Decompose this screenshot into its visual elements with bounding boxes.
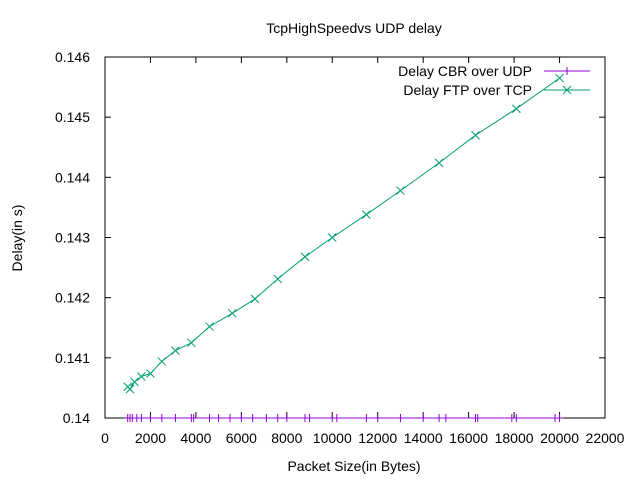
data-point bbox=[137, 372, 146, 381]
data-point bbox=[237, 414, 246, 422]
data-point bbox=[282, 414, 291, 422]
x-tick-label: 12000 bbox=[358, 430, 397, 446]
data-point bbox=[305, 414, 314, 422]
data-point bbox=[512, 104, 521, 114]
x-tick-label: 6000 bbox=[226, 430, 257, 446]
data-point bbox=[157, 357, 167, 366]
data-point bbox=[250, 294, 260, 304]
data-point bbox=[262, 414, 271, 422]
data-point bbox=[189, 414, 198, 422]
x-tick-label: 10000 bbox=[313, 430, 352, 446]
legend-label: Delay CBR over UDP bbox=[398, 63, 532, 79]
axis-ticks: 0 2000 4000 6000 8000 10000 12000 14000 16000 180… bbox=[55, 49, 625, 446]
y-tick-label: 0.146 bbox=[55, 49, 90, 65]
series-line bbox=[127, 77, 560, 390]
y-axis-label: Delay(in s) bbox=[9, 205, 25, 272]
x-tick-label: 2000 bbox=[135, 430, 166, 446]
data-point bbox=[332, 414, 341, 422]
legend-marker bbox=[563, 67, 571, 75]
x-tick-label: 18000 bbox=[495, 430, 534, 446]
data-point bbox=[205, 322, 214, 331]
data-point bbox=[362, 210, 371, 219]
x-tick-label: 8000 bbox=[271, 430, 302, 446]
data-point bbox=[362, 414, 371, 422]
data-point bbox=[396, 186, 405, 195]
y-tick-label: 0.143 bbox=[55, 230, 90, 246]
x-tick-label: 20000 bbox=[540, 430, 579, 446]
data-point bbox=[555, 414, 564, 422]
data-point bbox=[248, 414, 257, 422]
legend: Delay CBR over UDP Delay FTP over TCP bbox=[398, 63, 590, 98]
x-tick-label: 0 bbox=[101, 430, 109, 446]
x-tick-label: 4000 bbox=[180, 430, 211, 446]
y-tick-label: 0.141 bbox=[55, 350, 90, 366]
data-point bbox=[441, 414, 450, 422]
series-layer bbox=[123, 73, 564, 422]
x-axis-label: Packet Size(in Bytes) bbox=[287, 458, 420, 474]
y-tick-label: 0.14 bbox=[63, 410, 90, 426]
data-point bbox=[434, 158, 444, 168]
data-point bbox=[435, 414, 444, 422]
data-point bbox=[471, 130, 480, 140]
y-tick-label: 0.144 bbox=[55, 169, 90, 185]
x-tick-label: 16000 bbox=[449, 430, 488, 446]
legend-label: Delay FTP over TCP bbox=[403, 82, 532, 98]
data-point bbox=[171, 346, 180, 355]
data-point bbox=[226, 414, 234, 422]
data-point bbox=[157, 414, 166, 422]
data-point bbox=[205, 414, 214, 422]
data-point bbox=[419, 414, 428, 422]
data-point bbox=[373, 414, 382, 422]
data-point bbox=[512, 414, 521, 422]
chart-title: TcpHighSpeedvs UDP delay bbox=[266, 20, 442, 36]
data-point bbox=[146, 414, 155, 422]
legend-marker bbox=[562, 85, 572, 95]
data-point bbox=[273, 414, 282, 422]
data-point bbox=[146, 369, 155, 378]
data-point bbox=[273, 274, 283, 284]
y-tick-label: 0.145 bbox=[55, 109, 90, 125]
data-point bbox=[137, 414, 146, 422]
y-tick-label: 0.142 bbox=[55, 290, 90, 306]
data-point bbox=[327, 233, 337, 242]
x-tick-label: 14000 bbox=[404, 430, 443, 446]
data-point bbox=[171, 414, 180, 422]
data-point bbox=[130, 377, 139, 387]
data-point bbox=[555, 73, 564, 83]
series-2 bbox=[123, 73, 564, 394]
data-point bbox=[396, 414, 405, 422]
x-tick-label: 22000 bbox=[586, 430, 625, 446]
data-point bbox=[473, 414, 482, 422]
data-point bbox=[125, 384, 135, 394]
data-point bbox=[300, 252, 310, 262]
data-point bbox=[187, 338, 196, 348]
data-point bbox=[227, 308, 237, 318]
series-1 bbox=[123, 414, 564, 422]
data-point bbox=[214, 414, 223, 422]
